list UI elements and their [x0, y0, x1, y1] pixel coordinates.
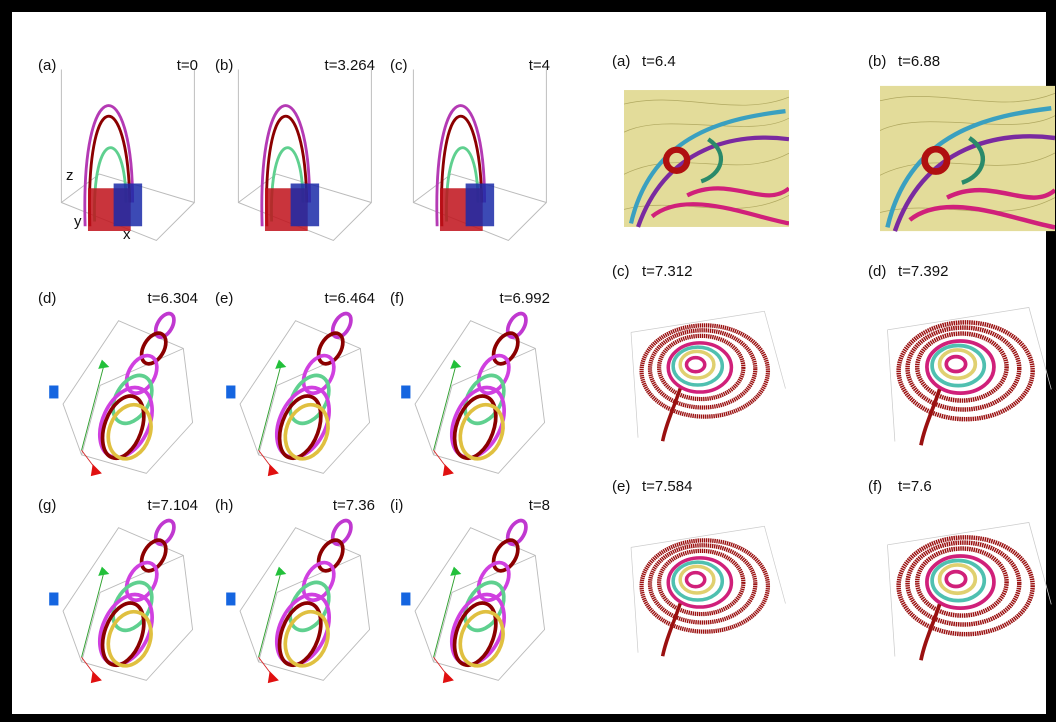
panel-label: (g) — [38, 497, 56, 514]
axis-label: z — [66, 167, 74, 184]
panel-time: t=7.6 — [898, 478, 932, 495]
panel-time: t=4 — [529, 57, 550, 74]
panel-time: t=3.264 — [325, 57, 375, 74]
panel-label: (f) — [390, 290, 404, 307]
axis-label: x — [123, 226, 131, 243]
panel-label: (d) — [868, 263, 886, 280]
panel-time: t=6.304 — [148, 290, 198, 307]
panel-time: t=6.464 — [325, 290, 375, 307]
panel-label: (a) — [38, 57, 56, 74]
panel-time: t=8 — [529, 497, 550, 514]
page: (a) t=0 (b) t=3.264 (c) t=4 (d) t=6.304 (e) t=6.4… — [0, 0, 1056, 722]
panel-image — [624, 90, 789, 227]
panel-label: (e) — [612, 478, 630, 495]
figure: (a) t=0 (b) t=3.264 (c) t=4 (d) t=6.304 (e) t=6.4… — [0, 0, 1056, 722]
panel-time: t=6.88 — [898, 53, 940, 70]
panel-label: (h) — [215, 497, 233, 514]
panel-time: t=0 — [177, 57, 198, 74]
panel-label: (a) — [612, 53, 630, 70]
panel-label: (c) — [612, 263, 630, 280]
panel-label: (b) — [868, 53, 886, 70]
panel-label: (d) — [38, 290, 56, 307]
panel-time: t=7.312 — [642, 263, 692, 280]
axis-label: y — [74, 213, 82, 230]
panel-time: t=6.992 — [500, 290, 550, 307]
panel-time: t=7.584 — [642, 478, 692, 495]
panel-label: (f) — [868, 478, 882, 495]
panel-time: t=7.36 — [333, 497, 375, 514]
panel-label: (c) — [390, 57, 408, 74]
panel-label: (i) — [390, 497, 403, 514]
panel-time: t=7.104 — [148, 497, 198, 514]
panel-image — [880, 86, 1055, 231]
panel-label: (b) — [215, 57, 233, 74]
panel-time: t=6.4 — [642, 53, 676, 70]
panel-time: t=7.392 — [898, 263, 948, 280]
panel-label: (e) — [215, 290, 233, 307]
